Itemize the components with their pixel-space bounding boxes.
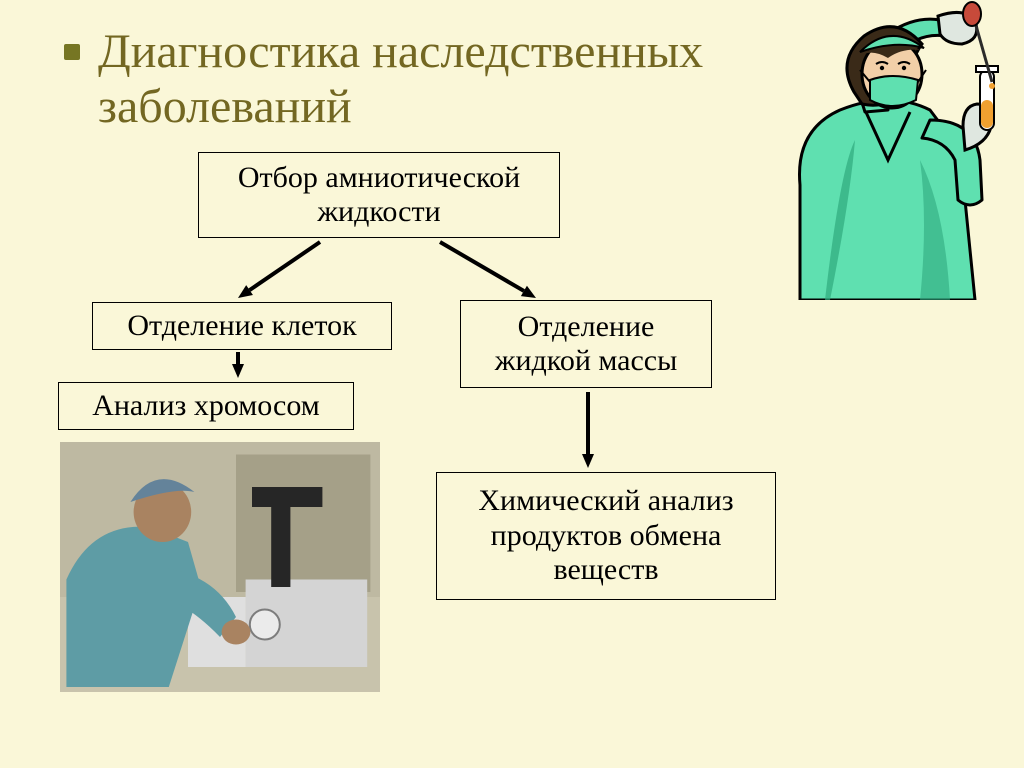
- scientist-clipart-icon: [770, 0, 1024, 300]
- slide: Диагностика наследственных заболеваний О…: [0, 0, 1024, 768]
- scientist-clipart-svg: [770, 0, 1024, 300]
- lab-photo-svg: [60, 442, 380, 692]
- lab-photo: [60, 442, 380, 692]
